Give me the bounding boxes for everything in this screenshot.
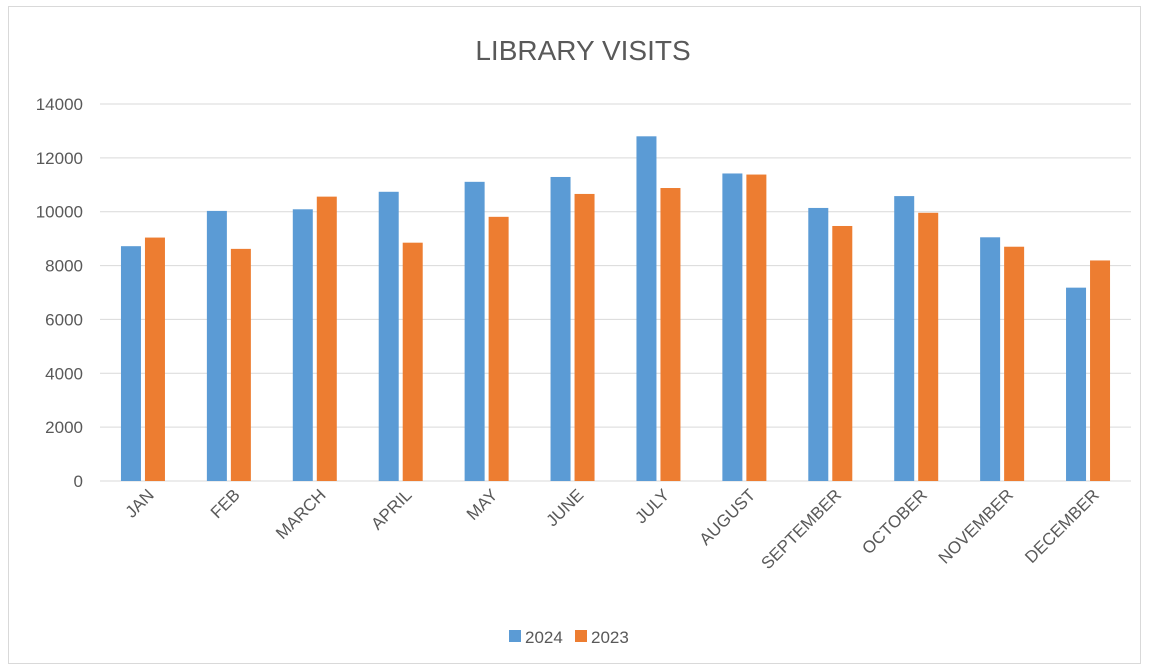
bar-2023-march: [316, 196, 337, 482]
bar-2024-april: [378, 191, 399, 481]
legend-label-2023: 2023: [591, 628, 629, 647]
bar-2023-december: [1090, 260, 1111, 481]
bar-2024-march: [292, 209, 313, 481]
y-tick-label: 2000: [45, 418, 83, 437]
bar-2023-april: [402, 242, 423, 481]
chart-frame: [8, 6, 1141, 664]
bar-2023-august: [746, 174, 767, 481]
bar-2024-may: [464, 181, 485, 481]
bar-2023-november: [1004, 246, 1025, 481]
x-tick-label: OCTOBER: [858, 485, 931, 558]
x-tick-label: JULY: [631, 485, 673, 527]
y-tick-label: 8000: [45, 257, 83, 276]
y-tick-label: 14000: [36, 95, 83, 114]
bar-2024-october: [894, 196, 915, 482]
x-tick-label: DECEMBER: [1021, 485, 1103, 567]
bar-2023-may: [488, 216, 509, 481]
x-tick-label: APRIL: [367, 485, 415, 533]
x-tick-label: AUGUST: [696, 485, 760, 549]
bar-2024-november: [980, 237, 1001, 481]
bar-2024-july: [636, 136, 657, 482]
bars: [120, 136, 1111, 482]
legend: 2024 2023: [509, 628, 629, 647]
y-tick-label: 0: [74, 472, 83, 491]
legend-swatch-2023: [575, 630, 587, 642]
bar-2023-june: [574, 193, 595, 482]
bar-2024-jan: [120, 246, 141, 481]
bar-2024-december: [1066, 287, 1087, 481]
x-tick-label: NOVEMBER: [935, 485, 1017, 567]
bar-2023-october: [918, 212, 939, 481]
bar-2024-august: [722, 173, 743, 481]
bar-2023-september: [832, 225, 853, 481]
y-tick-label: 12000: [36, 149, 83, 168]
x-axis-ticks: JAN FEB MARCH APRIL MAY JUNE JULY AUGUSTSEPTEMB…: [122, 485, 1103, 573]
chart-title: LIBRARY VISITS: [475, 35, 690, 66]
x-tick-label: SEPTEMBER: [758, 485, 846, 573]
legend-label-2024: 2024: [525, 628, 563, 647]
y-tick-label: 6000: [45, 310, 83, 329]
bar-2023-feb: [230, 248, 251, 481]
x-tick-label: JUNE: [543, 485, 588, 530]
x-tick-label: JAN: [122, 485, 158, 521]
x-tick-label: FEB: [207, 485, 244, 522]
x-tick-label: MARCH: [272, 485, 330, 543]
y-axis-ticks: 0 2000 4000 6000 8000 10000 12000 14000: [36, 95, 83, 491]
bar-2024-september: [808, 207, 829, 482]
x-tick-label: MAY: [463, 485, 502, 524]
bar-2023-july: [660, 188, 681, 481]
y-tick-label: 10000: [36, 203, 83, 222]
bar-2023-jan: [144, 237, 165, 481]
legend-swatch-2024: [509, 630, 521, 642]
gridlines: [100, 103, 1131, 482]
y-tick-label: 4000: [45, 364, 83, 383]
bar-2024-june: [550, 176, 571, 481]
bar-2024-feb: [206, 210, 227, 481]
